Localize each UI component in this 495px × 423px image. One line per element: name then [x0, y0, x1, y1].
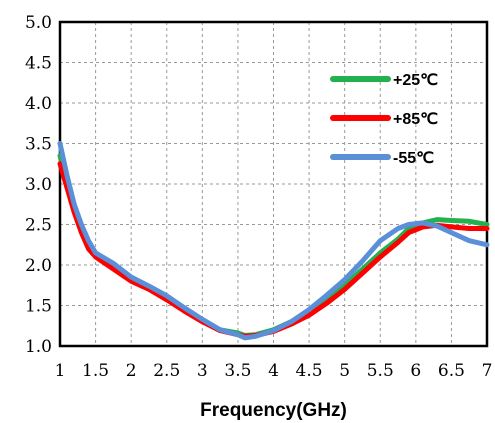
x-tick-label: 3.5 — [224, 361, 251, 381]
x-tick-label: 5.5 — [367, 361, 394, 381]
y-tick-label: 5.0 — [25, 13, 52, 33]
y-tick-label: 1.0 — [25, 337, 52, 357]
series-line — [57, 141, 490, 341]
series-group — [57, 141, 490, 341]
y-tick-label: 2.5 — [25, 216, 52, 236]
y-tick-label: 2.0 — [25, 256, 52, 276]
plot-area-frame — [58, 20, 489, 348]
y-tick-label: 3.5 — [25, 135, 52, 155]
x-tick-label: 4.5 — [296, 361, 323, 381]
x-tick-label: 1 — [55, 361, 66, 381]
legend-label: +25℃ — [393, 72, 438, 89]
x-tick-label: 6 — [410, 361, 421, 381]
x-tick-label: 1.5 — [82, 361, 109, 381]
legend: +25℃ +85℃ -55℃ — [330, 72, 438, 167]
legend-label: +85℃ — [393, 111, 438, 128]
x-tick-label: 2 — [126, 361, 137, 381]
x-tick-label: 7 — [482, 361, 493, 381]
y-tick-label: 3.0 — [25, 175, 52, 195]
y-tick-label: 4.0 — [25, 94, 52, 114]
y-tick-labels: 1.0 1.5 2.0 2.5 3.0 3.5 4.0 4.5 5.0 — [25, 13, 52, 357]
legend-label: -55℃ — [393, 150, 434, 167]
x-tick-label: 4 — [268, 361, 279, 381]
x-tick-labels: 1 1.5 2 2.5 3 3.5 4 4.5 5 5.5 6 6.5 7 — [55, 361, 493, 381]
y-tick-label: 4.5 — [25, 54, 52, 74]
x-tick-label: 3 — [197, 361, 208, 381]
grid — [59, 21, 488, 347]
x-tick-label: 6.5 — [438, 361, 465, 381]
x-tick-label: 2.5 — [153, 361, 180, 381]
x-axis-title: Frequency(GHz) — [200, 400, 347, 421]
x-tick-label: 5 — [339, 361, 350, 381]
y-tick-label: 1.5 — [25, 297, 52, 317]
